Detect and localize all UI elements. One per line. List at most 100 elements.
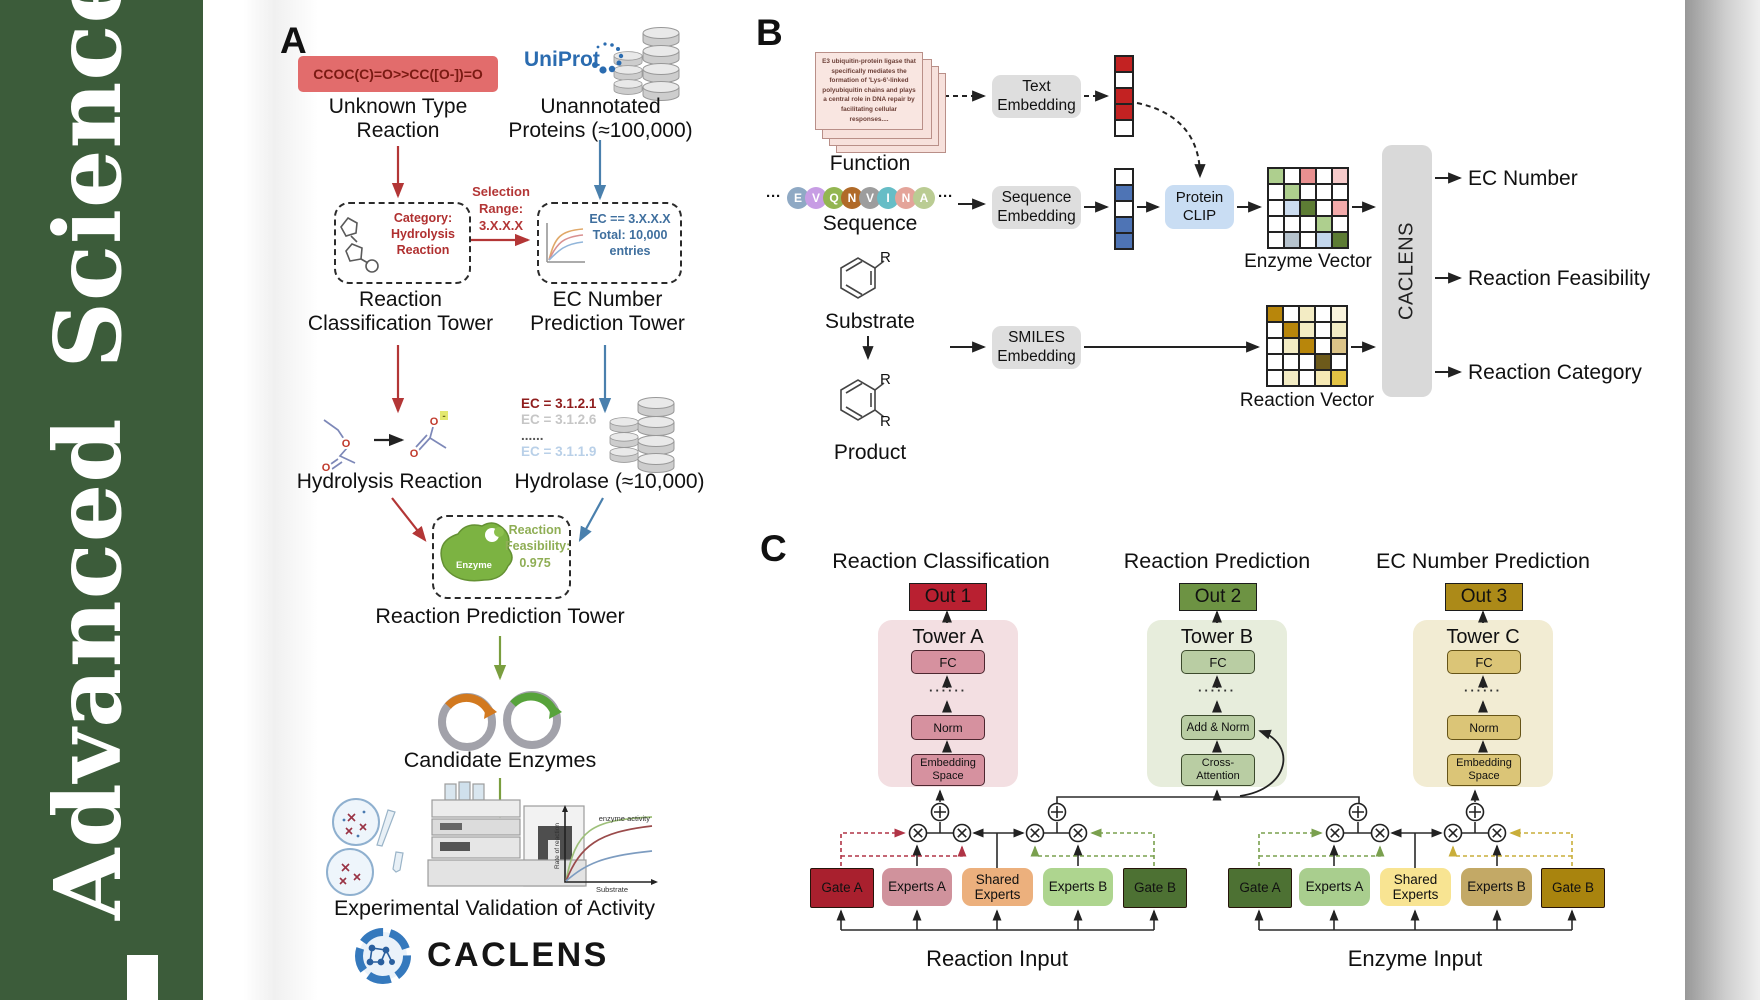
text-embedding-vector: [1114, 55, 1134, 137]
hydrolase-db-icon: [609, 397, 675, 473]
smiles-box: CCOC(C)=O>>CC([O-])=O: [298, 56, 498, 92]
ester-molecule-icon: O O: [320, 419, 356, 474]
panel-c-label: C: [760, 528, 787, 569]
tower-a-title: Tower A: [912, 626, 984, 648]
panel-b-arrows: [862, 90, 1463, 378]
feasibility-label: Reaction Feasibility: 0.975: [505, 523, 571, 570]
category-label: Category: Hydrolysis Reaction: [391, 211, 455, 257]
column-title-ec-number-prediction: EC Number Prediction: [1376, 549, 1590, 573]
tower-b-dots: ······: [1198, 683, 1236, 698]
product-molecule-icon: [840, 379, 885, 421]
ec-range-label: EC == 3.X.X.X Total: 10,000 entries: [589, 212, 671, 258]
caclens-logo-icon: [355, 928, 411, 984]
ec-candidate-list: EC = 3.1.2.1 EC = 3.1.2.6...... EC = 3.1.1…: [521, 396, 597, 459]
substrate-r-label: R: [880, 249, 891, 266]
reaction-gate-a: Gate A: [810, 868, 874, 908]
enzyme-gate-a: Gate A: [1228, 868, 1292, 908]
output-ec-number: EC Number: [1468, 167, 1578, 190]
reaction-feasibility-box: [432, 515, 571, 599]
caclens-model-bar: [1382, 145, 1432, 397]
reaction-prediction-tower-label: Reaction Prediction Tower: [375, 604, 625, 628]
sequence-embedding-vector: [1114, 168, 1134, 250]
tower-c-dots: ······: [1464, 683, 1502, 698]
hplc-instrument-icon: [427, 781, 587, 887]
tower-c-embedding-space: Embedding Space: [1447, 754, 1521, 786]
journal-title: Advanced Science: [34, 0, 142, 920]
sequence-label: Sequence: [822, 212, 918, 235]
tower-c-title: Tower C: [1446, 626, 1520, 648]
sequence-ellipsis-right: ···: [938, 188, 953, 205]
plasmid-icons: [438, 691, 562, 751]
page-edge-gradient: [1685, 0, 1760, 1000]
sequence-embedding-box: Sequence Embedding: [992, 186, 1081, 229]
panel-a-label: A: [280, 20, 307, 61]
protein-clip-box: Protein CLIP: [1165, 185, 1234, 229]
reaction-classification-tower-label: Reaction Classification Tower: [307, 288, 494, 335]
panel-c-moe-lines: [836, 789, 1577, 931]
page-curl-shading: [203, 0, 318, 1000]
selection-range-label: Selection Range: 3.X.X.X: [472, 184, 530, 233]
substrate-label: Substrate: [825, 310, 915, 333]
petri-dish-icons: [326, 798, 404, 896]
caclens-bar-text: CACLENS: [1395, 222, 1418, 320]
ec-prediction-box: [537, 202, 682, 284]
reaction-classification-box: [334, 202, 471, 284]
product-r2-label: R: [880, 413, 891, 430]
out2-box: Out 2: [1179, 583, 1257, 611]
smiles-embedding-box: SMILES Embedding: [992, 326, 1081, 369]
tower-b-fc: FC: [1181, 650, 1255, 674]
function-card: E3 ubiquitin-protein ligase that specifi…: [815, 52, 923, 130]
enzyme-experts-a: Experts A: [1299, 868, 1370, 906]
svg-text:O: O: [410, 448, 419, 460]
svg-text:-: -: [442, 411, 445, 422]
output-reaction-category: Reaction Category: [1468, 361, 1642, 384]
out3-box: Out 3: [1445, 583, 1523, 611]
journal-sidebar: Advanced Science: [0, 0, 203, 1000]
tower-a-fc: FC: [911, 650, 985, 674]
enzyme-input-label: Enzyme Input: [1347, 946, 1483, 971]
substrate-molecule-icon: [840, 257, 885, 299]
svg-text:Rate of reaction: Rate of reaction: [554, 823, 561, 869]
reaction-shared-experts: Shared Experts: [962, 868, 1033, 906]
unknown-reaction-label: Unknown Type Reaction: [328, 95, 468, 142]
svg-text:O: O: [430, 416, 439, 428]
tower-c-norm: Norm: [1447, 715, 1521, 740]
uniprot-db-icon: [613, 27, 680, 101]
tower-c-fc: FC: [1447, 650, 1521, 674]
tower-b-cross-attention: Cross- Attention: [1181, 754, 1255, 786]
output-reaction-feasibility: Reaction Feasibility: [1468, 267, 1651, 290]
hydrolase-label: Hydrolase (≈10,000): [514, 470, 705, 493]
svg-text:Substrate: Substrate: [596, 885, 628, 894]
panel-b-label: B: [756, 12, 783, 53]
enzyme-vector-label: Enzyme Vector: [1244, 251, 1372, 272]
text-embedding-box: Text Embedding: [992, 75, 1081, 118]
kinetics-graph-icon: enzyme activity Rate of reaction Substra…: [554, 805, 658, 894]
enzyme-shared-experts: Shared Experts: [1380, 868, 1451, 906]
reaction-vector-matrix: [1266, 305, 1348, 387]
out1-box: Out 1: [909, 583, 987, 611]
reaction-experts-b: Experts B: [1043, 868, 1113, 906]
smiles-text: CCOC(C)=O>>CC([O-])=O: [313, 66, 483, 82]
unannotated-proteins-label: Unannotated Proteins (≈100,000): [508, 95, 693, 142]
ec-number-prediction-tower-label: EC Number Prediction Tower: [530, 288, 685, 335]
reaction-experts-a: Experts A: [882, 868, 952, 906]
product-r1-label: R: [880, 371, 891, 388]
reaction-gate-b: Gate B: [1123, 868, 1187, 908]
enzyme-icon-label: Enzyme: [456, 560, 492, 571]
svg-text:enzyme activity: enzyme activity: [599, 814, 651, 823]
uniprot-logo-text: UniProt: [524, 48, 600, 71]
tower-b-add-norm: Add & Norm: [1181, 715, 1255, 740]
sequence-ellipsis-left: ···: [766, 188, 781, 205]
tower-a-norm: Norm: [911, 715, 985, 740]
reaction-input-label: Reaction Input: [926, 946, 1068, 971]
acetate-molecule-icon: O - O: [408, 411, 448, 460]
tower-a-embedding-space: Embedding Space: [911, 754, 985, 786]
hydrolysis-reaction-label: Hydrolysis Reaction: [296, 470, 483, 493]
tower-b-title: Tower B: [1180, 626, 1254, 648]
multiply-add-nodes: [908, 802, 1507, 843]
journal-text-fragment: [127, 955, 158, 1000]
enzyme-gate-b: Gate B: [1541, 868, 1605, 908]
tower-a-dots: ······: [929, 683, 967, 698]
